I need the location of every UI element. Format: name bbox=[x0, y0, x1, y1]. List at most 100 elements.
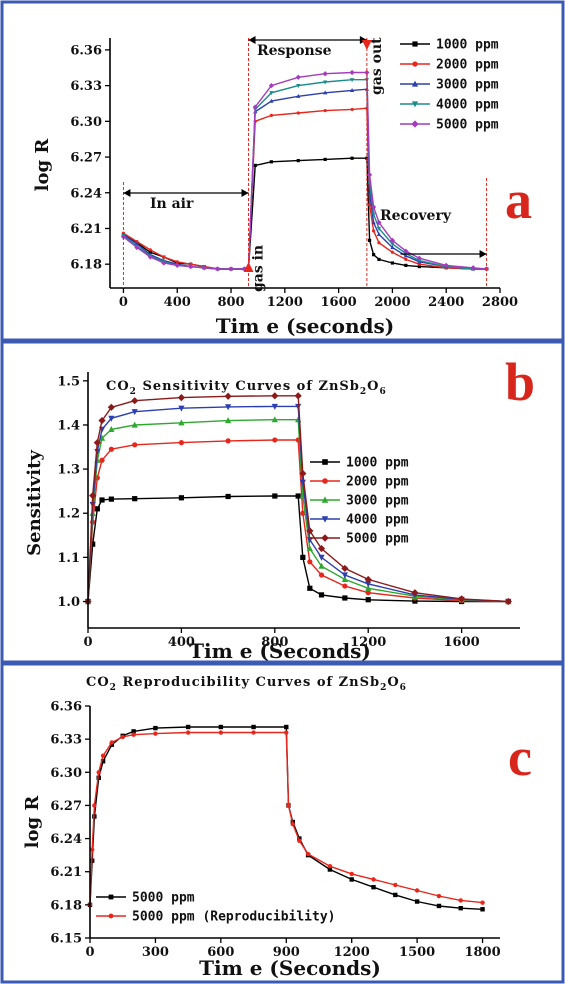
panel-label-c: c bbox=[508, 727, 532, 787]
data-point bbox=[367, 238, 372, 242]
data-point bbox=[294, 392, 302, 400]
series-line bbox=[87, 419, 509, 603]
x-tick-label: 0 bbox=[119, 295, 128, 310]
y-tick-label: 1.3 bbox=[57, 463, 80, 478]
data-point bbox=[350, 107, 354, 112]
x-tick-label: 600 bbox=[207, 945, 234, 960]
series-3000-ppm bbox=[84, 416, 512, 605]
data-point bbox=[132, 442, 138, 448]
y-tick-label: 6.15 bbox=[50, 932, 82, 947]
chart-title: CO2 Reproducibility Curves of ZnSb2O6 bbox=[86, 675, 407, 693]
data-point bbox=[296, 111, 300, 115]
data-point bbox=[147, 254, 153, 260]
legend-marker bbox=[411, 101, 419, 108]
data-point bbox=[271, 403, 278, 410]
data-point bbox=[295, 493, 301, 499]
data-point bbox=[271, 416, 278, 423]
annotation-recovery: Recovery bbox=[380, 208, 452, 224]
data-point bbox=[89, 491, 97, 500]
x-tick-label: 400 bbox=[164, 295, 191, 310]
data-point bbox=[224, 392, 232, 400]
x-tick-label: 1600 bbox=[444, 635, 480, 650]
data-point bbox=[376, 226, 382, 231]
title-part: CO bbox=[86, 675, 110, 690]
data-point bbox=[178, 440, 185, 446]
data-point bbox=[214, 266, 221, 272]
series-line bbox=[87, 439, 509, 603]
y-tick-label: 6.33 bbox=[70, 79, 102, 94]
data-point bbox=[201, 265, 207, 271]
arrow-head bbox=[479, 250, 487, 258]
series-line bbox=[123, 157, 487, 270]
data-point bbox=[94, 448, 101, 455]
data-point bbox=[108, 425, 115, 432]
data-point bbox=[323, 109, 327, 113]
data-point bbox=[376, 232, 382, 237]
title-part: 2 bbox=[360, 387, 367, 397]
series-2000-ppm bbox=[85, 437, 511, 605]
legend-marker bbox=[321, 516, 329, 523]
data-point bbox=[305, 851, 311, 857]
y-tick-label: 6.27 bbox=[70, 151, 102, 166]
legend-marker bbox=[321, 496, 329, 503]
chart-panel-a: 0 400 800 1200 1600 2000 2400 2800 6.18 6.21 6.24 6… bbox=[32, 36, 532, 338]
data-point bbox=[365, 584, 372, 591]
data-point bbox=[390, 250, 395, 254]
data-point bbox=[414, 888, 420, 893]
annotation-response: Response bbox=[257, 43, 332, 59]
series-1000-ppm bbox=[85, 493, 511, 605]
data-point bbox=[96, 770, 101, 775]
data-point bbox=[300, 510, 306, 516]
data-point bbox=[306, 527, 314, 535]
data-point bbox=[365, 590, 371, 596]
data-point bbox=[297, 838, 302, 843]
data-point bbox=[349, 871, 354, 877]
data-point bbox=[225, 417, 232, 424]
y-tick-label: 6.27 bbox=[50, 799, 82, 814]
arrow-head bbox=[123, 189, 131, 197]
annotation-arrows bbox=[122, 36, 488, 288]
data-point bbox=[417, 264, 421, 269]
data-point bbox=[371, 884, 376, 890]
data-point bbox=[417, 259, 422, 264]
series-line bbox=[122, 88, 487, 270]
data-point bbox=[443, 262, 449, 268]
x-tick-label: 0 bbox=[85, 945, 94, 960]
legend: 1000 ppm 2000 ppm 3000 ppm 4000 ppm 5000 ppm bbox=[400, 38, 499, 133]
data-point bbox=[370, 204, 377, 210]
data-point bbox=[290, 822, 296, 827]
series-line bbox=[87, 405, 509, 603]
data-point bbox=[131, 421, 138, 428]
data-point bbox=[318, 562, 325, 569]
data-point bbox=[341, 572, 348, 579]
data-point bbox=[411, 589, 419, 597]
series-4000-ppm bbox=[121, 78, 489, 272]
data-point bbox=[178, 405, 185, 412]
panel-c-border bbox=[0, 662, 565, 984]
data-point bbox=[272, 437, 278, 443]
legend-label: 3000 ppm bbox=[436, 78, 499, 93]
data-point bbox=[390, 242, 395, 247]
x-tick-label: 900 bbox=[273, 945, 300, 960]
data-point bbox=[414, 899, 420, 904]
legend: 1000 ppm 2000 ppm 3000 ppm 4000 ppm 5000 ppm bbox=[310, 456, 409, 547]
y-tick-label: 1.5 bbox=[57, 374, 80, 389]
data-point bbox=[350, 156, 354, 160]
data-point bbox=[108, 446, 114, 452]
y-tick-label: 1.2 bbox=[57, 507, 80, 522]
data-point bbox=[218, 730, 224, 735]
legend-label: 1000 ppm bbox=[436, 38, 499, 53]
data-point bbox=[349, 69, 355, 76]
data-point bbox=[153, 731, 158, 736]
data-point bbox=[307, 585, 313, 591]
data-point bbox=[366, 172, 373, 178]
data-point bbox=[99, 457, 105, 463]
data-point bbox=[390, 245, 395, 250]
data-point bbox=[120, 734, 125, 740]
legend-marker bbox=[412, 41, 418, 47]
data-point bbox=[284, 724, 289, 730]
data-point bbox=[470, 265, 476, 271]
data-point bbox=[269, 98, 274, 103]
chart-panel-c: 0 300 600 900 1200 1500 1800 6.15 6.18 6.21 6.24 6.… bbox=[22, 675, 532, 980]
x-tick-label: 1200 bbox=[267, 295, 303, 310]
